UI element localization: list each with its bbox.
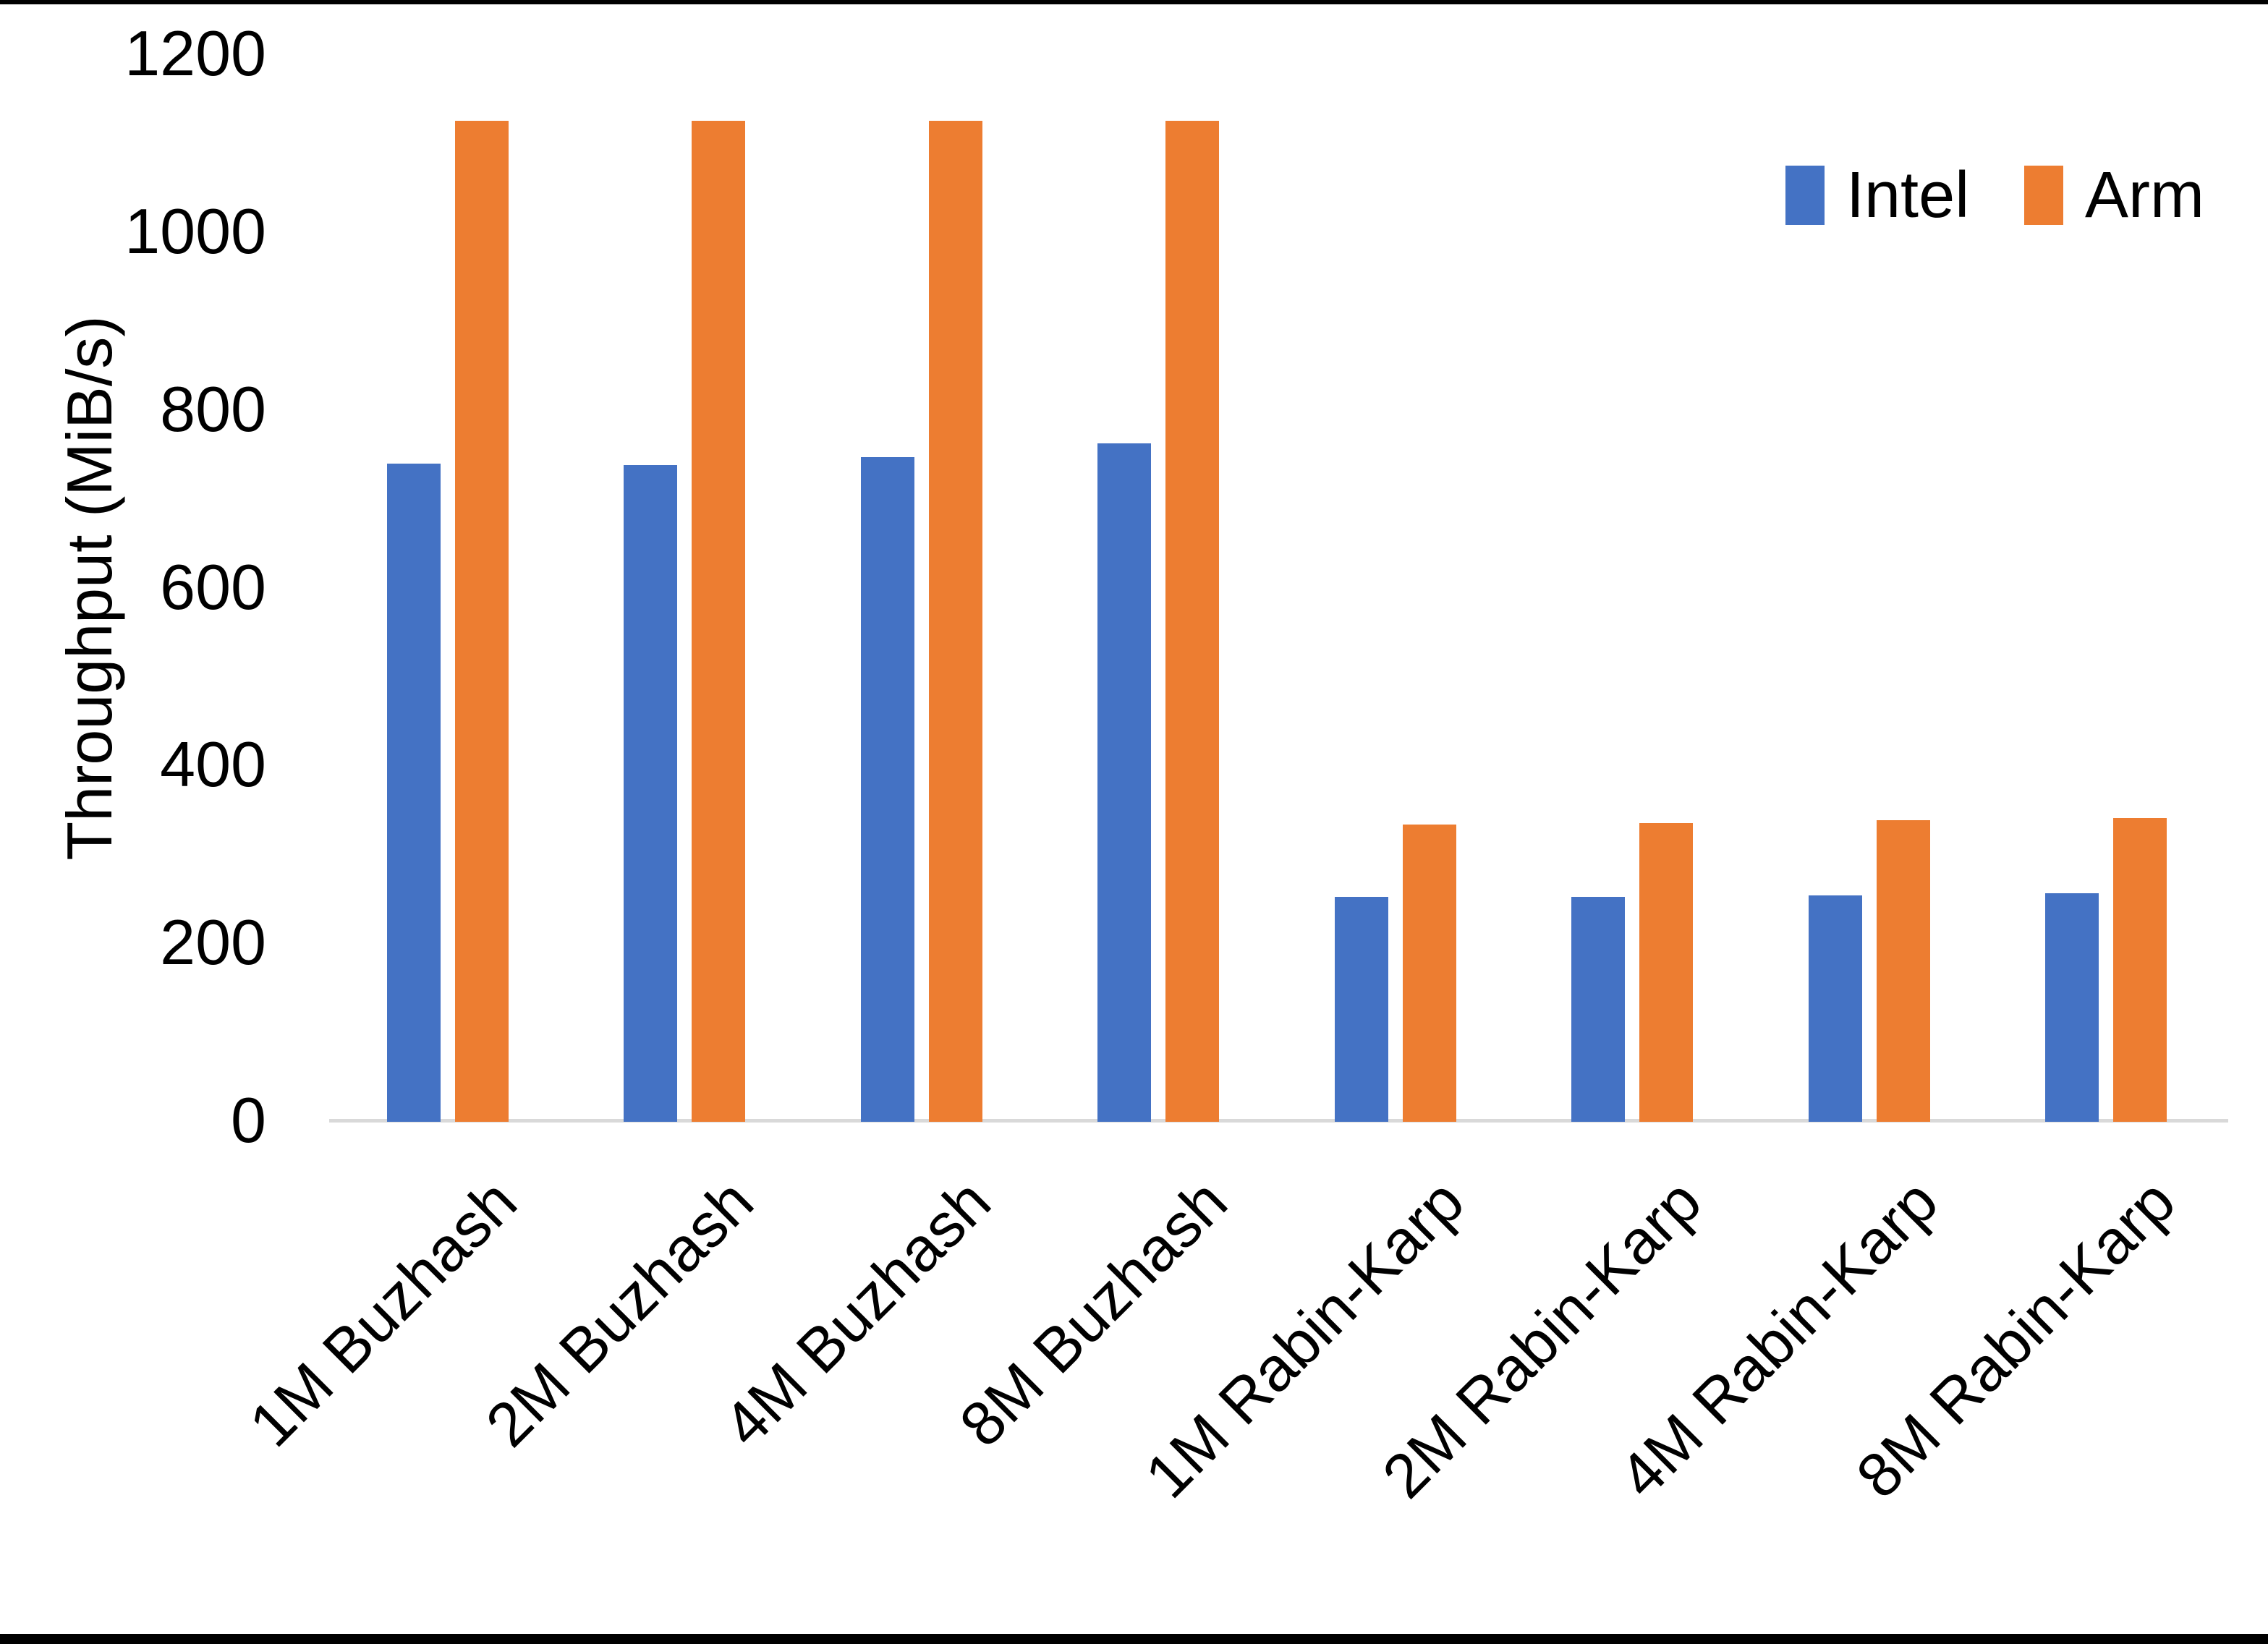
legend-item-arm: Arm: [2024, 159, 2204, 231]
bar-arm-4m-rabin-karp: [1876, 820, 1930, 1122]
bar-arm-1m-rabin-karp: [1402, 825, 1456, 1122]
bottom-border: [0, 1634, 2268, 1644]
bar-intel-4m-rabin-karp: [1808, 895, 1862, 1122]
bar-arm-2m-buzhash: [692, 120, 746, 1122]
y-tick-label-1000: 1000: [124, 195, 266, 267]
bar-arm-1m-buzhash: [454, 120, 509, 1122]
y-tick-label-200: 200: [160, 906, 266, 979]
x-axis-line: [329, 1119, 2228, 1123]
bar-intel-4m-buzhash: [860, 456, 914, 1122]
y-tick-label-600: 600: [160, 550, 266, 623]
bar-arm-8m-buzhash: [1165, 120, 1220, 1122]
bar-intel-8m-buzhash: [1097, 443, 1152, 1122]
bar-intel-2m-buzhash: [624, 464, 678, 1122]
legend-label-intel: Intel: [1846, 159, 1970, 231]
bar-arm-2m-rabin-karp: [1639, 823, 1694, 1122]
legend-swatch-intel: [1785, 166, 1825, 225]
legend-item-intel: Intel: [1785, 159, 1970, 231]
legend-label-arm: Arm: [2085, 159, 2204, 231]
y-tick-label-0: 0: [231, 1083, 266, 1156]
bar-arm-8m-rabin-karp: [2113, 817, 2167, 1122]
bar-intel-1m-rabin-karp: [1334, 897, 1388, 1122]
bar-intel-8m-rabin-karp: [2045, 893, 2099, 1122]
legend-swatch-arm: [2024, 166, 2063, 225]
bar-arm-4m-buzhash: [928, 120, 982, 1122]
y-tick-label-1200: 1200: [124, 17, 266, 89]
y-tick-label-800: 800: [160, 372, 266, 445]
top-border: [0, 0, 2268, 4]
bar-intel-1m-buzhash: [386, 464, 441, 1122]
bar-intel-2m-rabin-karp: [1571, 897, 1626, 1122]
y-tick-label-400: 400: [160, 728, 266, 801]
